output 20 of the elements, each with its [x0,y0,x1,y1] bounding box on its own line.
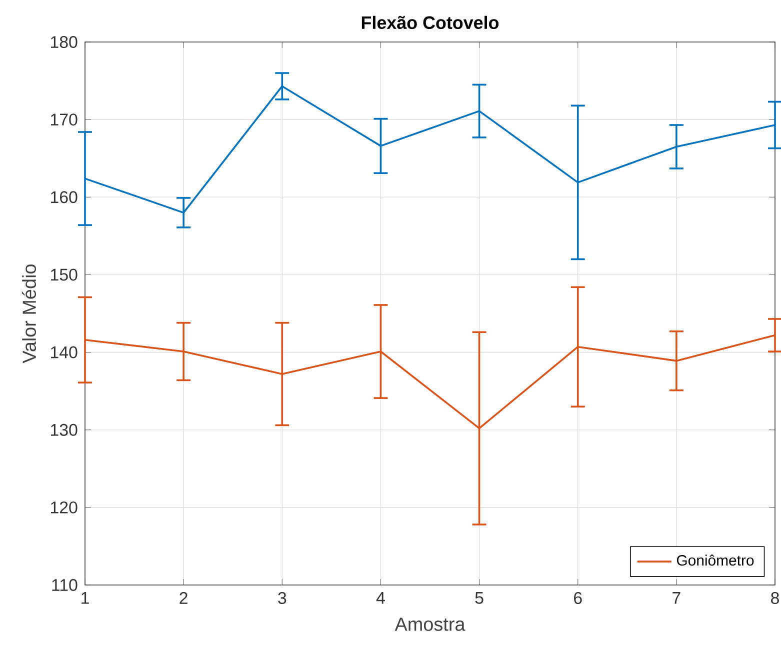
y-tick-label: 150 [50,268,78,281]
x-tick-label: 2 [180,592,188,604]
x-tick-label: 4 [376,592,385,604]
chart-title: Flexão Cotovelo [362,16,499,30]
y-tick-label: 180 [50,36,78,48]
legend-label: Goniômetro [676,554,754,566]
y-tick-label: 120 [50,501,78,514]
y-tick-label: 170 [50,114,78,126]
x-tick-label: 6 [574,592,582,604]
x-tick-label: 1 [82,592,89,604]
y-axis-title: Valor Médio [22,264,36,364]
x-tick-label: 8 [771,592,779,604]
y-tick-label: 130 [50,424,78,436]
x-tick-label: 3 [278,592,286,604]
x-axis-title: Amostra [394,618,466,631]
y-tick-label: 160 [50,191,78,204]
x-tick-label: 7 [672,592,680,604]
y-tick-label: 110 [52,579,78,591]
y-tick-label: 140 [50,346,78,358]
x-tick-label: 5 [475,592,484,604]
